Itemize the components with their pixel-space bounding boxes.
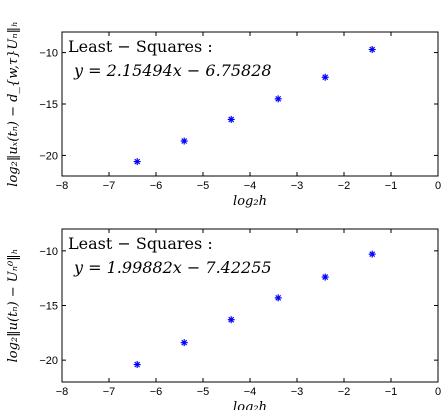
x-axis-label: log₂h — [233, 400, 267, 410]
data-point — [133, 158, 141, 166]
y-tick-label: −20 — [39, 150, 58, 162]
y-tick-label: −15 — [39, 301, 58, 313]
data-point — [274, 294, 282, 302]
data-point — [321, 273, 329, 281]
data-point — [274, 95, 282, 103]
x-tick-label: −7 — [103, 386, 116, 398]
x-tick-label: −3 — [291, 180, 304, 192]
x-tick-label: −7 — [103, 180, 116, 192]
x-tick-label: 0 — [435, 180, 441, 192]
data-point — [368, 45, 376, 53]
y-tick-label: −15 — [39, 99, 58, 111]
data-point — [321, 73, 329, 81]
x-tick-label: −5 — [197, 386, 210, 398]
x-tick-label: −8 — [56, 180, 69, 192]
y-axis-label: log₂‖u(tₙ) − Uₙ⁰‖ₕ — [6, 249, 21, 363]
x-tick-label: −2 — [338, 180, 351, 192]
data-point — [227, 115, 235, 123]
y-axis-label: log₂‖uₓ(tₙ) − d_{w,τ}Uₙ‖ₕ — [6, 21, 21, 186]
data-point — [133, 361, 141, 369]
x-tick-label: −4 — [244, 386, 257, 398]
x-tick-label: −6 — [150, 386, 163, 398]
x-tick-label: −1 — [385, 180, 398, 192]
x-tick-label: −6 — [150, 180, 163, 192]
x-tick-label: −3 — [291, 386, 304, 398]
x-tick-label: −8 — [56, 386, 69, 398]
data-point — [227, 316, 235, 324]
data-point — [180, 339, 188, 347]
annotation-line-1: Least − Squares : — [68, 37, 213, 56]
annotation-line-2: y = 1.99882x − 7.42255 — [73, 258, 272, 277]
subplot-1: −8 −7 −6 −5 −4 −3 −2 −1 0−10−15−20log₂hlog₂‖uₓ(t… — [6, 21, 441, 209]
x-tick-label: −5 — [197, 180, 210, 192]
y-tick-label: −10 — [39, 246, 58, 258]
y-tick-label: −10 — [39, 48, 58, 60]
data-point — [180, 137, 188, 145]
y-tick-label: −20 — [39, 355, 58, 367]
annotation-line-1: Least − Squares : — [68, 234, 213, 253]
data-point — [368, 250, 376, 258]
x-tick-label: 0 — [435, 386, 441, 398]
x-tick-label: −4 — [244, 180, 257, 192]
x-tick-label: −1 — [385, 386, 398, 398]
x-tick-label: −2 — [338, 386, 351, 398]
subplot-2: −8 −7 −6 −5 −4 −3 −2 −1 0−10−15−20log₂hlog₂‖u(tₙ… — [6, 228, 441, 410]
annotation-line-2: y = 2.15494x − 6.75828 — [73, 61, 272, 80]
x-axis-label: log₂h — [233, 194, 267, 209]
